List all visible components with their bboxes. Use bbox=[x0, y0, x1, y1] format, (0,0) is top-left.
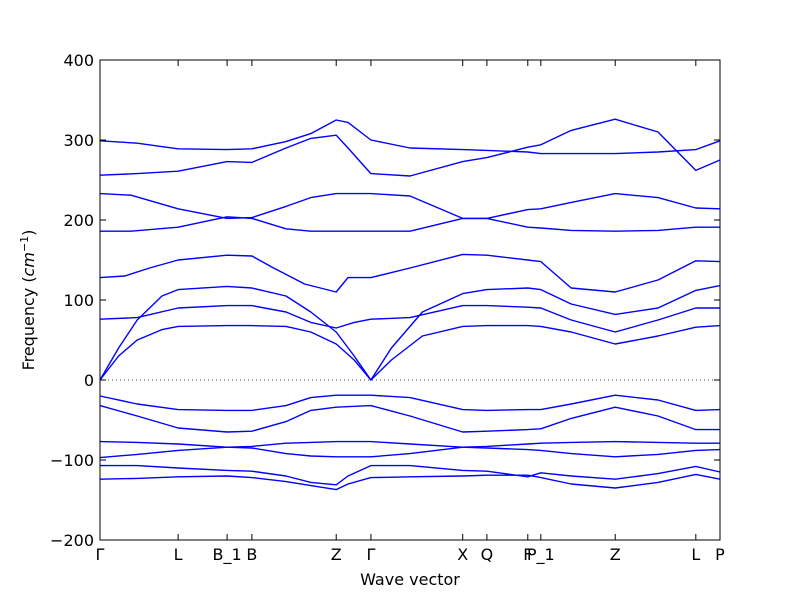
x-axis-label: Wave vector bbox=[360, 570, 460, 589]
x-tick-label: B_1 bbox=[213, 545, 242, 565]
x-tick-label: P bbox=[715, 545, 725, 564]
band-line-13 bbox=[100, 464, 721, 486]
x-tick-label: Q bbox=[481, 545, 494, 564]
x-axis-ticks: Γ L B_1 B Z Γ X Q FP_1 Z L P bbox=[96, 60, 725, 565]
x-tick-label: L bbox=[174, 545, 183, 564]
band-line-10 bbox=[99, 404, 720, 433]
x-tick-label: Z bbox=[610, 545, 621, 564]
y-axis-label-close: ) bbox=[19, 230, 38, 236]
band-line-3 bbox=[99, 192, 721, 220]
band-line-5 bbox=[99, 253, 721, 293]
band-line-4 bbox=[100, 216, 720, 232]
y-axis-label: Frequency (cm−1) bbox=[18, 230, 38, 371]
y-axis-label-exponent: −1 bbox=[18, 236, 31, 252]
x-tick-label: P_1 bbox=[527, 545, 555, 565]
plot-frame bbox=[99, 59, 721, 541]
y-tick-label: 0 bbox=[84, 371, 94, 390]
band-line-1 bbox=[99, 119, 721, 155]
y-axis-ticks: −200 −100 0 100 200 300 400 bbox=[50, 51, 720, 550]
y-tick-label: 200 bbox=[63, 211, 94, 230]
y-axis-label-unit: cm bbox=[19, 252, 38, 276]
band-line-14 bbox=[99, 473, 721, 491]
y-tick-label: 300 bbox=[63, 131, 94, 150]
x-tick-label: Z bbox=[331, 545, 342, 564]
band-line-12 bbox=[99, 446, 721, 459]
x-tick-label: X bbox=[457, 545, 468, 564]
x-tick-label: B bbox=[246, 545, 257, 564]
band-line-2 bbox=[99, 118, 721, 177]
band-line-8 bbox=[99, 324, 721, 381]
x-tick-label: Γ bbox=[96, 545, 105, 564]
x-tick-label: F bbox=[523, 545, 532, 564]
y-tick-label: 400 bbox=[63, 51, 94, 70]
y-tick-label: −100 bbox=[50, 451, 94, 470]
band-line-9 bbox=[99, 394, 721, 412]
y-tick-label: −200 bbox=[50, 531, 94, 550]
x-tick-label: Γ bbox=[366, 545, 375, 564]
x-tick-label: L bbox=[691, 545, 700, 564]
y-axis-label-text: Frequency ( bbox=[19, 276, 38, 370]
phonon-bands bbox=[99, 118, 721, 491]
y-tick-label: 100 bbox=[63, 291, 94, 310]
band-line-7 bbox=[99, 304, 720, 333]
